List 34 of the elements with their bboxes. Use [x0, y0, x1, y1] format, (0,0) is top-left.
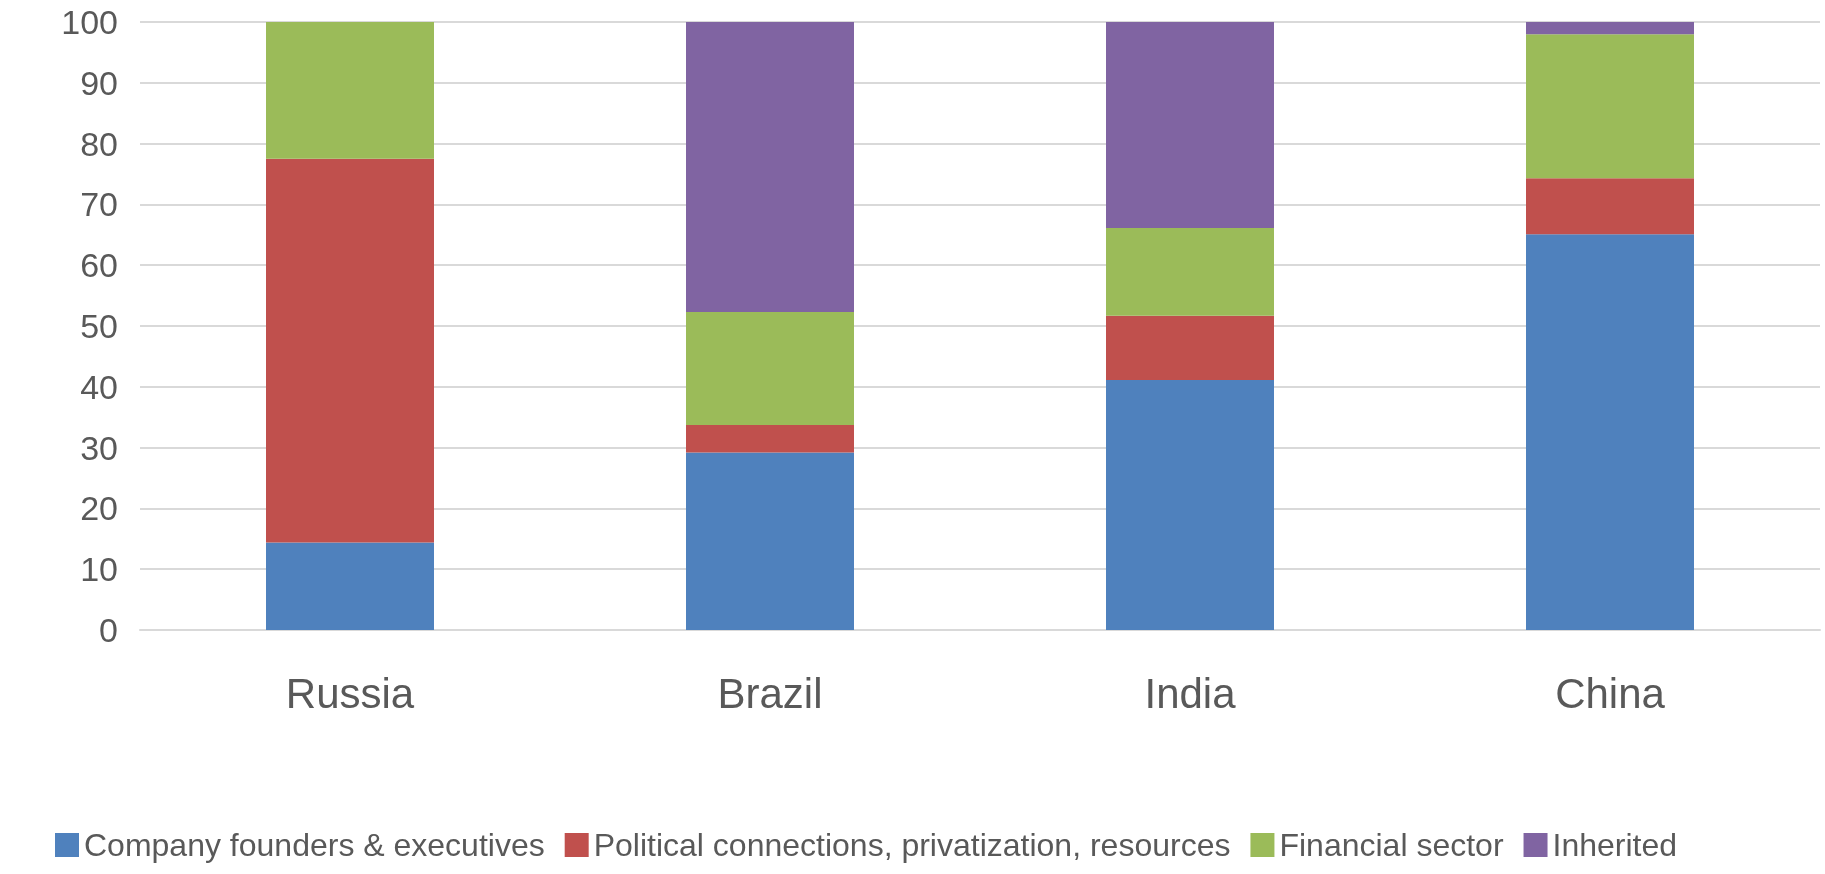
- y-tick-label: 90: [80, 63, 118, 102]
- bar: [1526, 234, 1694, 630]
- legend-label: Company founders & executives: [84, 827, 545, 863]
- y-tick-label: 50: [80, 307, 118, 345]
- bar: [1106, 315, 1274, 381]
- bar: [686, 22, 854, 313]
- y-tick-label: 70: [80, 185, 118, 224]
- legend-label: Political connections, privatization, resources: [593, 827, 1231, 863]
- x-tick-label: India: [1144, 669, 1237, 717]
- bar: [266, 22, 434, 159]
- y-tick-label: 10: [80, 550, 118, 589]
- x-tick-label: China: [1555, 669, 1666, 717]
- bar: [1526, 22, 1694, 35]
- bar: [686, 425, 854, 453]
- legend-label: Inherited: [1552, 827, 1678, 863]
- legend-label: Financial sector: [1279, 827, 1504, 863]
- y-tick-label: 60: [80, 246, 118, 285]
- y-tick-label: 100: [61, 3, 118, 41]
- y-tick-label: 80: [80, 124, 118, 163]
- x-tick-label: Brazil: [717, 669, 823, 717]
- bar: [1106, 228, 1274, 316]
- bar: [266, 158, 434, 543]
- bar: [686, 452, 854, 630]
- bar: [1106, 380, 1274, 630]
- y-tick-label: 30: [80, 428, 118, 467]
- bar: [686, 312, 854, 426]
- y-tick-label: 20: [80, 489, 118, 528]
- y-tick-label: 0: [99, 611, 118, 649]
- bar: [1106, 22, 1274, 229]
- y-tick-label: 40: [80, 367, 118, 406]
- bar: [266, 542, 434, 630]
- bar: [1526, 178, 1694, 235]
- x-tick-label: Russia: [285, 669, 415, 717]
- bar: [1526, 34, 1694, 179]
